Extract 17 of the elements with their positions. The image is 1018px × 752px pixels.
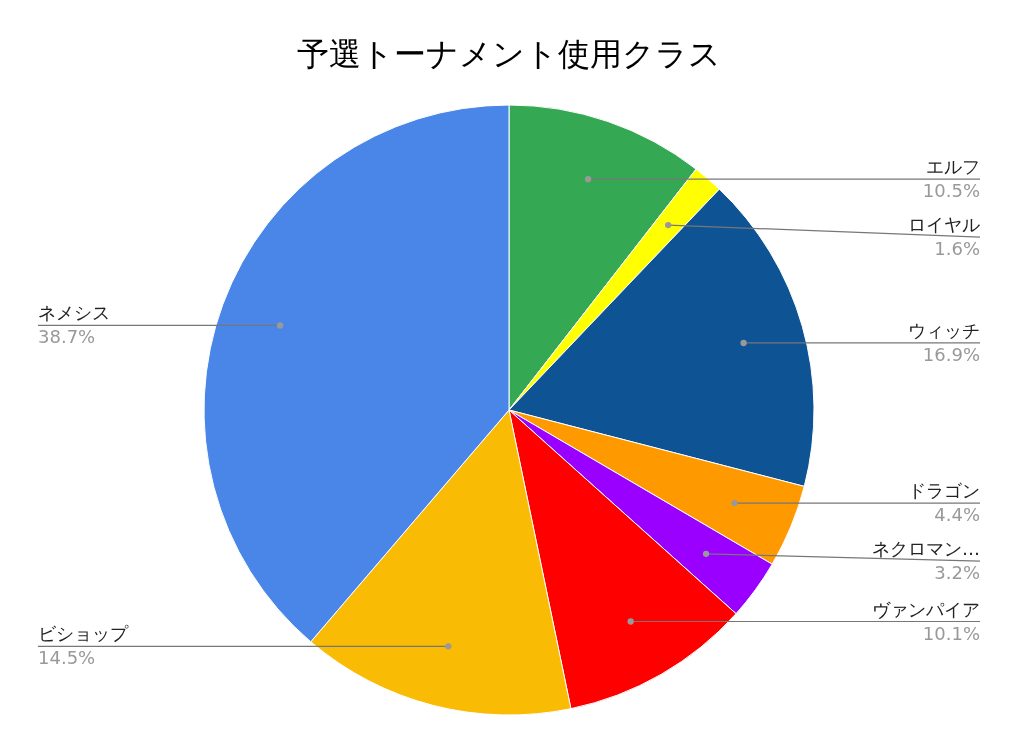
data-label: 10.1% bbox=[922, 622, 980, 644]
data-label: 1.6% bbox=[934, 238, 980, 260]
slice-label: ドラゴン bbox=[908, 480, 980, 502]
slice-label: ネクロマン… bbox=[872, 538, 980, 560]
slice-label: ヴァンパイア bbox=[872, 598, 980, 620]
chart-title: 予選トーナメント使用クラス bbox=[297, 35, 721, 73]
slice-label: エルフ bbox=[926, 156, 980, 178]
data-label: 10.5% bbox=[922, 180, 980, 202]
data-label: 14.5% bbox=[38, 647, 96, 669]
data-label: 38.7% bbox=[38, 326, 96, 348]
slice-label: ロイヤル bbox=[908, 214, 980, 236]
data-label: 4.4% bbox=[934, 504, 980, 526]
slice-label: ウィッチ bbox=[908, 319, 980, 341]
data-label: 3.2% bbox=[934, 562, 980, 584]
data-label: 16.9% bbox=[922, 343, 980, 365]
slice-label: ネメシス bbox=[38, 302, 110, 324]
slice-label: ビショップ bbox=[38, 623, 129, 645]
